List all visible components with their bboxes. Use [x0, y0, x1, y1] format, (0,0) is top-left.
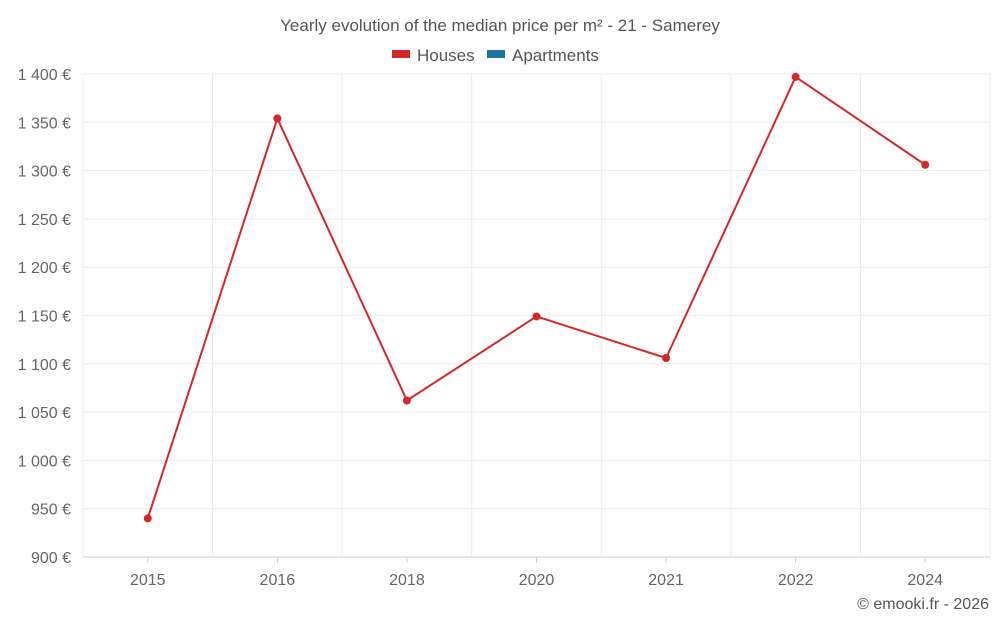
legend-label-houses: Houses	[417, 46, 475, 65]
data-point-houses-2018[interactable]	[402, 396, 411, 405]
chart-title: Yearly evolution of the median price per…	[280, 16, 720, 35]
y-tick-label: 950 €	[31, 502, 71, 519]
data-point-houses-2022[interactable]	[791, 72, 800, 81]
data-point-houses-2016[interactable]	[273, 114, 282, 123]
series-houses	[143, 72, 930, 523]
legend-label-apartments: Apartments	[512, 46, 599, 65]
y-tick-label: 1 300 €	[18, 164, 71, 181]
x-tick-label: 2015	[130, 572, 166, 589]
data-point-houses-2020[interactable]	[532, 312, 541, 321]
y-tick-label: 1 050 €	[18, 405, 71, 422]
legend-swatch-apartments	[487, 50, 505, 58]
data-point-houses-2024[interactable]	[921, 160, 930, 169]
legend-swatch-houses	[392, 50, 410, 58]
series-line-houses	[146, 75, 926, 519]
y-tick-label: 1 000 €	[18, 453, 71, 470]
y-tick-label: 900 €	[31, 550, 71, 567]
x-tick-label: 2021	[648, 572, 684, 589]
y-tick-label: 1 350 €	[18, 115, 71, 132]
x-tick-label: 2018	[389, 572, 425, 589]
y-tick-label: 1 400 €	[18, 67, 71, 84]
x-tick-label: 2024	[907, 572, 943, 589]
legend: Houses Apartments	[392, 46, 599, 65]
legend-item-houses[interactable]: Houses	[392, 46, 475, 65]
data-point-houses-2021[interactable]	[662, 354, 671, 363]
x-tick-label: 2022	[778, 572, 814, 589]
legend-item-apartments[interactable]: Apartments	[487, 46, 599, 65]
x-tick-label: 2016	[260, 572, 296, 589]
y-tick-label: 1 150 €	[18, 309, 71, 326]
y-tick-label: 1 100 €	[18, 357, 71, 374]
y-axis-ticks: 900 € 950 € 1 000 € 1 050 € 1 100 € 1 150 € 1 …	[18, 67, 71, 567]
x-axis-ticks: 2015 2016 2018 2020 2021 2022 2024	[130, 557, 943, 589]
copyright-credit: © emooki.fr - 2026	[857, 596, 989, 613]
data-point-houses-2015[interactable]	[143, 514, 152, 523]
y-tick-label: 1 250 €	[18, 212, 71, 229]
x-tick-label: 2020	[519, 572, 555, 589]
y-tick-label: 1 200 €	[18, 260, 71, 277]
